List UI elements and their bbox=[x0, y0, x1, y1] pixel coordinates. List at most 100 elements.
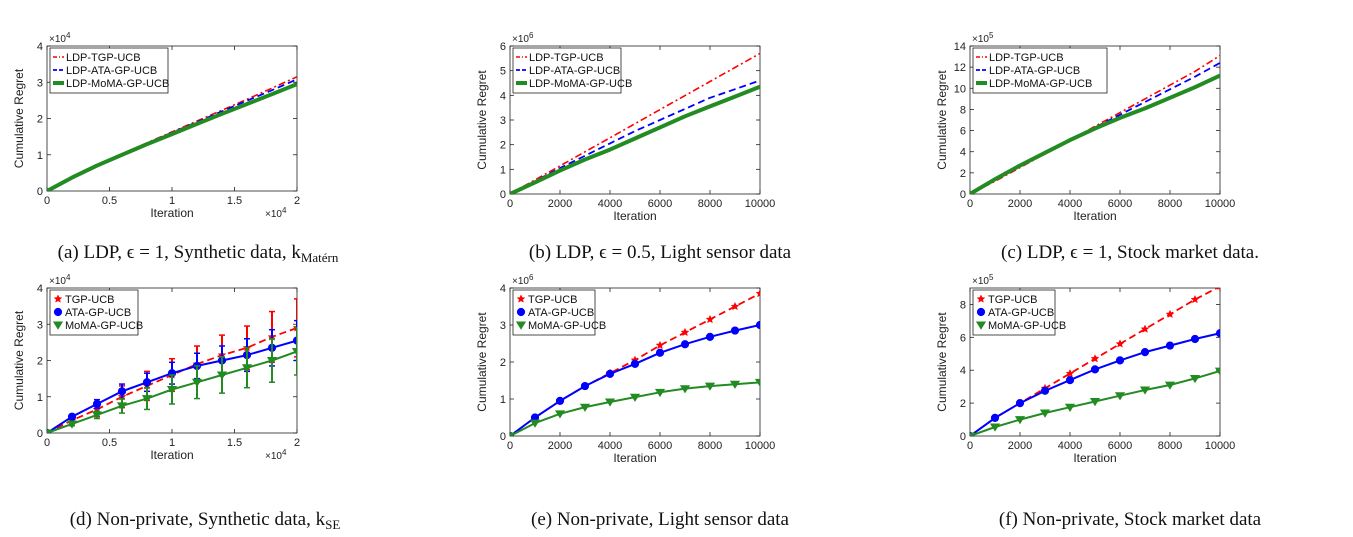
data-point-star bbox=[730, 301, 740, 311]
x-exponent-label: ×104 bbox=[265, 448, 287, 462]
panel-caption: (b) LDP, ϵ = 0.5, Light sensor data bbox=[529, 242, 792, 263]
legend-label: TGP-UCB bbox=[528, 294, 578, 306]
data-point-star bbox=[1140, 324, 1150, 333]
data-point-triangle bbox=[579, 403, 591, 412]
series-layer bbox=[970, 54, 1220, 194]
x-tick-label: 8000 bbox=[1158, 198, 1182, 210]
data-point-triangle bbox=[729, 380, 741, 389]
series-layer bbox=[510, 288, 760, 436]
y-tick-label: 2 bbox=[960, 398, 966, 410]
legend-marker-2 bbox=[52, 321, 64, 330]
y-exponent-label: ×104 bbox=[49, 273, 71, 287]
data-point-triangle bbox=[47, 429, 53, 433]
y-tick-label: 0 bbox=[960, 189, 966, 201]
chart-panel-f: 0 2000 4000 6000 8000 10000 0 2 4 6 8 ×105 Iteration… bbox=[935, 273, 1262, 530]
y-exponent-power: 4 bbox=[66, 273, 71, 282]
legend-label: LDP-MoMA-GP-UCB bbox=[66, 78, 169, 90]
x-axis-label: Iteration bbox=[150, 448, 193, 462]
data-point-circle bbox=[705, 332, 715, 341]
data-point-circle bbox=[142, 378, 152, 387]
x-tick-label: 10000 bbox=[745, 440, 776, 452]
x-tick-label: 0 bbox=[507, 198, 513, 210]
x-tick-label: 0 bbox=[967, 440, 973, 452]
y-exponent-label: ×105 bbox=[972, 273, 994, 287]
x-tick-label: 4000 bbox=[598, 198, 622, 210]
series-layer bbox=[47, 76, 297, 191]
x-tick-label: 1.5 bbox=[227, 195, 242, 207]
x-tick-label: 2000 bbox=[1008, 440, 1032, 452]
legend-marker-0 bbox=[516, 294, 526, 303]
x-tick-label: 0 bbox=[44, 437, 50, 449]
chart-panel-e: 0 2000 4000 6000 8000 10000 0 1 2 3 4 ×106 Iteration… bbox=[475, 273, 790, 530]
data-point-circle bbox=[67, 412, 77, 421]
data-point-star bbox=[1217, 288, 1220, 291]
legend-label: LDP-ATA-GP-UCB bbox=[66, 65, 157, 77]
legend-marker-1 bbox=[976, 307, 986, 317]
data-point-circle bbox=[1190, 334, 1200, 344]
data-point-triangle bbox=[1189, 375, 1201, 384]
y-tick-label: 4 bbox=[37, 283, 43, 295]
y-axis-label: Cumulative Regret bbox=[935, 312, 949, 412]
panel-caption: (e) Non-private, Light sensor data bbox=[531, 509, 790, 530]
data-point-triangle bbox=[629, 393, 641, 402]
x-tick-label: 0 bbox=[507, 440, 513, 452]
y-exponent-label: ×105 bbox=[972, 31, 994, 45]
data-point-circle bbox=[730, 326, 740, 335]
data-point-star bbox=[655, 340, 665, 350]
y-tick-label: 12 bbox=[954, 62, 966, 74]
data-point-triangle bbox=[989, 423, 1001, 432]
y-exponent-label: ×104 bbox=[49, 31, 71, 45]
data-point-circle bbox=[1165, 341, 1175, 350]
data-point-triangle bbox=[191, 378, 203, 387]
y-axis-label: Cumulative Regret bbox=[12, 310, 26, 410]
legend-marker-1 bbox=[53, 307, 63, 317]
y-tick-label: 1 bbox=[500, 164, 506, 176]
data-point-star bbox=[705, 314, 715, 324]
data-point-circle bbox=[1090, 365, 1100, 374]
y-tick-label: 2 bbox=[500, 140, 506, 152]
data-point-star bbox=[1065, 368, 1075, 378]
y-exponent-label: ×106 bbox=[512, 273, 534, 287]
data-point-circle bbox=[555, 396, 565, 405]
x-tick-label: 10000 bbox=[745, 198, 776, 210]
legend-box bbox=[512, 289, 596, 336]
data-point-star bbox=[1165, 309, 1175, 319]
legend-label: LDP-ATA-GP-UCB bbox=[989, 65, 1080, 77]
legend-marker-0 bbox=[53, 294, 63, 303]
data-point-star bbox=[755, 288, 760, 298]
data-point-circle bbox=[755, 320, 760, 330]
series-layer bbox=[510, 52, 760, 194]
x-tick-label: 6000 bbox=[1108, 198, 1132, 210]
y-exponent-label: ×106 bbox=[512, 31, 534, 45]
data-point-star bbox=[1090, 354, 1100, 363]
y-tick-label: 0 bbox=[500, 431, 506, 443]
y-tick-label: 2 bbox=[37, 356, 43, 368]
data-point-circle bbox=[990, 413, 1000, 423]
series-line-2 bbox=[47, 82, 297, 191]
legend-box bbox=[512, 47, 622, 94]
legend-label: LDP-TGP-UCB bbox=[989, 52, 1064, 64]
y-axis-label: Cumulative Regret bbox=[475, 70, 489, 170]
y-exponent-power: 5 bbox=[989, 273, 994, 282]
data-point-triangle bbox=[1039, 409, 1051, 418]
y-tick-label: 8 bbox=[960, 299, 966, 311]
legend-marker-2 bbox=[515, 321, 527, 330]
data-point-circle bbox=[92, 399, 102, 409]
data-point-circle bbox=[1065, 375, 1075, 385]
legend-box bbox=[49, 47, 169, 94]
chart-panel-b: 0 2000 4000 6000 8000 100000123456×106Iterati… bbox=[475, 31, 792, 263]
y-axis-label: Cumulative Regret bbox=[935, 70, 949, 170]
data-point-circle bbox=[1040, 386, 1050, 395]
y-exponent-power: 4 bbox=[66, 31, 71, 40]
data-point-circle bbox=[1115, 356, 1125, 365]
x-tick-label: 1.5 bbox=[227, 437, 242, 449]
y-tick-label: 2 bbox=[960, 168, 966, 180]
x-axis-label: Iteration bbox=[150, 206, 193, 220]
y-tick-label: 6 bbox=[500, 41, 506, 53]
series-line-2 bbox=[970, 73, 1220, 194]
x-tick-label: 10000 bbox=[1205, 440, 1236, 452]
